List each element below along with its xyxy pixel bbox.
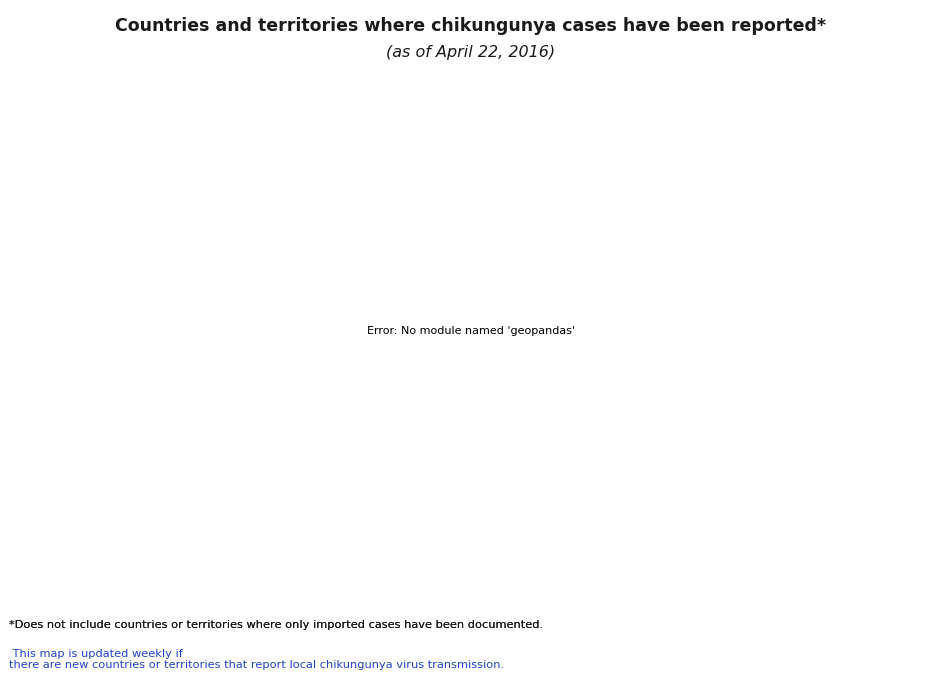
Text: (as of April 22, 2016): (as of April 22, 2016) <box>386 45 556 60</box>
Text: Error: No module named 'geopandas': Error: No module named 'geopandas' <box>367 325 575 336</box>
Text: *Does not include countries or territories where only imported cases have been d: *Does not include countries or territori… <box>9 620 544 630</box>
Text: This map is updated weekly if
there are new countries or territories that report: This map is updated weekly if there are … <box>9 649 505 671</box>
Text: *Does not include countries or territories where only imported cases have been d: *Does not include countries or territori… <box>9 620 544 630</box>
Text: Countries and territories where chikungunya cases have been reported*: Countries and territories where chikungu… <box>116 17 826 35</box>
